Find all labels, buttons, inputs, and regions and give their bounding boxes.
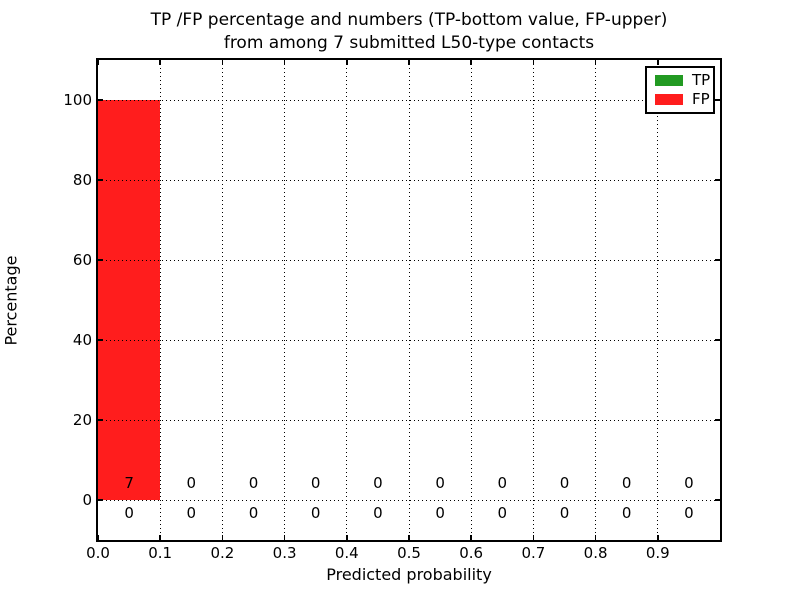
chart-title-line1: TP /FP percentage and numbers (TP-bottom… xyxy=(150,10,668,30)
gridline-x-0.9 xyxy=(657,60,659,540)
y-tick-right xyxy=(715,339,720,341)
tp-count-label: 0 xyxy=(497,504,508,522)
x-tick-bottom xyxy=(97,535,99,540)
x-axis-label: Predicted probability xyxy=(326,565,492,584)
x-tick-top xyxy=(159,60,161,65)
y-tick-left xyxy=(98,419,103,421)
x-tick-label-0.2: 0.2 xyxy=(210,544,235,562)
tp-count-label: 0 xyxy=(621,504,632,522)
gridline-x-0.5 xyxy=(408,60,410,540)
tp-count-label: 0 xyxy=(186,504,197,522)
y-tick-label-20: 20 xyxy=(72,411,92,429)
y-tick-left xyxy=(98,99,103,101)
y-tick-right xyxy=(715,499,720,501)
x-tick-bottom xyxy=(408,535,410,540)
tp-count-label: 0 xyxy=(684,504,694,522)
fp-count-label: 0 xyxy=(559,474,570,492)
tp-count-label: 0 xyxy=(248,504,259,522)
fp-bar xyxy=(98,100,161,500)
y-tick-label-100: 100 xyxy=(63,91,92,109)
x-tick-bottom xyxy=(159,535,161,540)
x-tick-top xyxy=(346,60,348,65)
gridline-x-0.8 xyxy=(595,60,597,540)
tp-count-label: 0 xyxy=(310,504,321,522)
x-tick-label-0.9: 0.9 xyxy=(645,544,670,562)
y-tick-label-80: 80 xyxy=(72,171,92,189)
chart-title-line2: from among 7 submitted L50-type contacts xyxy=(223,33,595,53)
y-tick-label-40: 40 xyxy=(72,331,92,349)
x-tick-top xyxy=(97,60,99,65)
x-tick-bottom xyxy=(594,535,597,540)
y-tick-right xyxy=(715,419,720,421)
fp-count-label: 0 xyxy=(621,474,632,492)
fp-count-label: 0 xyxy=(248,474,259,492)
x-tick-top xyxy=(470,60,472,65)
x-tick-bottom xyxy=(283,535,286,540)
gridline-x-0.1 xyxy=(159,60,161,540)
x-tick-bottom xyxy=(221,535,224,540)
tp-count-label: 0 xyxy=(373,504,383,522)
gridline-x-0.2 xyxy=(221,60,223,540)
x-tick-top xyxy=(283,60,286,65)
legend-entry-fp: FP xyxy=(655,92,713,107)
x-tick-label-0.8: 0.8 xyxy=(583,544,608,562)
x-tick-label-0.1: 0.1 xyxy=(148,544,173,562)
x-tick-label-0.3: 0.3 xyxy=(272,544,297,562)
y-tick-label-0: 0 xyxy=(82,491,92,509)
legend-label-fp: FP xyxy=(692,90,710,108)
y-tick-right xyxy=(715,259,720,261)
x-tick-bottom xyxy=(532,535,535,540)
tp-count-label: 0 xyxy=(124,504,134,522)
x-tick-top xyxy=(408,60,410,65)
legend-label-tp: TP xyxy=(692,71,711,89)
y-tick-label-60: 60 xyxy=(72,251,92,269)
plot-area: 7 0 0 0 0 0 0 0 0 0 0 0 0 0 0 0 0 0 0 0 TP FP xyxy=(96,58,722,542)
x-tick-label-0.5: 0.5 xyxy=(397,544,421,562)
tp-color-swatch xyxy=(655,75,683,86)
x-tick-bottom xyxy=(657,535,659,540)
x-tick-label-0.0: 0.0 xyxy=(86,544,110,562)
x-tick-top xyxy=(221,60,224,65)
fp-count-label: 7 xyxy=(124,474,134,492)
x-tick-label-0.6: 0.6 xyxy=(459,544,484,562)
y-tick-left xyxy=(98,259,103,261)
fp-count-label: 0 xyxy=(684,474,694,492)
x-tick-label-0.7: 0.7 xyxy=(521,544,546,562)
x-tick-label-0.4: 0.4 xyxy=(334,544,359,562)
y-axis-label: Percentage xyxy=(1,255,21,346)
fp-count-label: 0 xyxy=(497,474,508,492)
x-tick-top xyxy=(532,60,535,65)
y-tick-left xyxy=(98,339,103,341)
gridline-x-0.3 xyxy=(284,60,286,540)
legend-entry-tp: TP xyxy=(655,73,713,88)
fp-count-label: 0 xyxy=(435,474,445,492)
y-tick-right xyxy=(715,179,720,181)
x-tick-bottom xyxy=(346,535,348,540)
x-tick-top xyxy=(594,60,597,65)
fp-count-label: 0 xyxy=(310,474,321,492)
fp-color-swatch xyxy=(655,94,683,105)
x-tick-top xyxy=(657,60,659,65)
fp-count-label: 0 xyxy=(373,474,383,492)
x-tick-bottom xyxy=(470,535,472,540)
chart-title: TP /FP percentage and numbers (TP-bottom… xyxy=(96,9,722,55)
tp-count-label: 0 xyxy=(435,504,445,522)
gridline-x-0.6 xyxy=(470,60,472,540)
legend: TP FP xyxy=(645,66,715,114)
y-tick-left xyxy=(98,499,103,501)
gridline-x-0.7 xyxy=(532,60,534,540)
fp-count-label: 0 xyxy=(186,474,197,492)
tp-count-label: 0 xyxy=(559,504,570,522)
y-tick-left xyxy=(98,179,103,181)
gridline-x-0.4 xyxy=(346,60,348,540)
y-tick-right xyxy=(715,99,720,101)
